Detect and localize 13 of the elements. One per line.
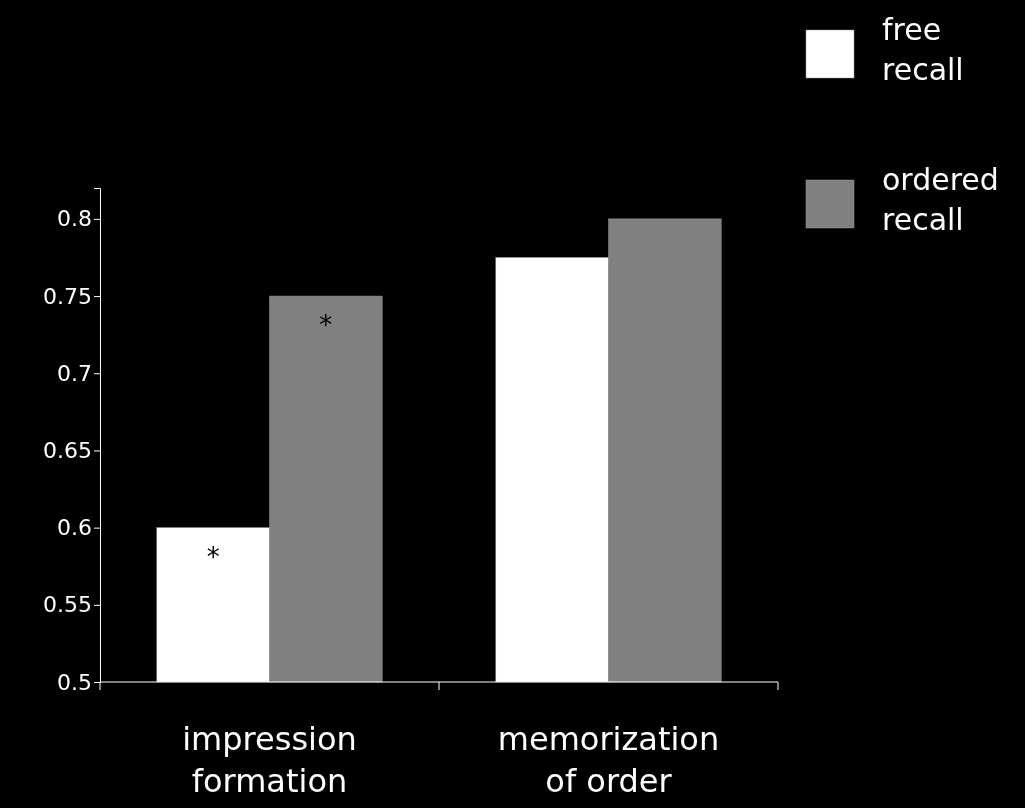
y-tick-label: 0.55 — [43, 592, 92, 618]
y-tick-label: 0.6 — [57, 515, 92, 541]
x-tick-label: memorization of order — [497, 720, 720, 800]
x-tick-label: impression formation — [182, 720, 357, 800]
y-tick-label: 0.8 — [57, 206, 92, 232]
annotation: * — [319, 310, 333, 341]
legend-label: ordered recall — [882, 162, 999, 237]
annotation: * — [206, 542, 220, 572]
y-tick-label: 0.5 — [57, 669, 92, 695]
y-tick-label: 0.65 — [43, 437, 92, 463]
y-tick-label: 0.75 — [43, 283, 92, 309]
y-tick-label: 0.7 — [57, 360, 92, 386]
legend-label: free recall — [882, 12, 964, 87]
